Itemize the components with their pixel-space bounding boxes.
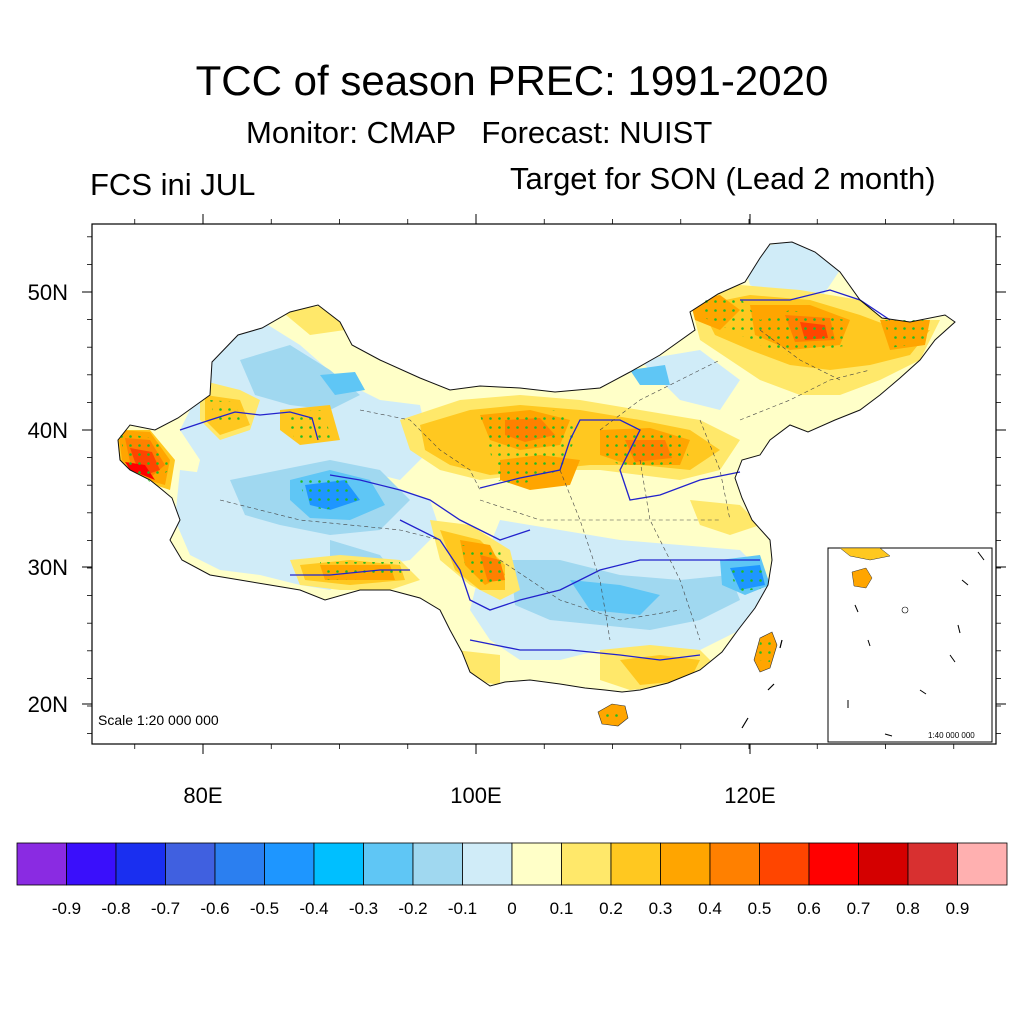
- colorbar-tick-label: -0.9: [52, 899, 81, 918]
- colorbar-tick-label: 0.2: [599, 899, 623, 918]
- colorbar-swatch: [165, 842, 216, 886]
- longitude-labels: 80E 100E 120E: [183, 783, 775, 808]
- colorbar-swatch: [660, 842, 711, 886]
- lon-label-100e: 100E: [450, 783, 501, 808]
- colorbar-tick-label: 0.1: [550, 899, 574, 918]
- colorbar-swatch: [709, 842, 760, 886]
- significance-stipple: [120, 298, 930, 722]
- colorbar-swatch: [808, 842, 859, 886]
- axis-ticks: [82, 214, 1006, 754]
- colorbar-swatch: [16, 842, 67, 886]
- right-label: Target for SON (Lead 2 month): [510, 161, 936, 196]
- colorbar-tick-label: -0.5: [250, 899, 279, 918]
- figure-subtitle: Monitor: CMAP Forecast: NUIST: [246, 115, 713, 150]
- colorbar-swatch: [363, 842, 414, 886]
- colorbar-tick-label: 0.8: [896, 899, 920, 918]
- lon-label-80e: 80E: [183, 783, 222, 808]
- lat-label-30n: 30N: [28, 555, 68, 580]
- colorbar-swatch: [610, 842, 661, 886]
- colorbar: [16, 842, 1008, 886]
- colorbar-tick-label: 0.7: [847, 899, 871, 918]
- lat-label-40n: 40N: [28, 418, 68, 443]
- colorbar-swatch: [511, 842, 562, 886]
- colorbar-swatch: [115, 842, 166, 886]
- country-outline: [117, 241, 956, 693]
- colorbar-tick-label: 0.3: [649, 899, 673, 918]
- lat-label-20n: 20N: [28, 692, 68, 717]
- rivers: [179, 289, 891, 661]
- latitude-labels: 50N 40N 30N 20N: [28, 280, 68, 717]
- south-china-sea-inset: 1:40 000 000: [827, 547, 993, 743]
- colorbar-swatch: [561, 842, 612, 886]
- province-borders: [219, 329, 871, 641]
- colorbar-tick-label: -0.8: [101, 899, 130, 918]
- inset-scale-label: 1:40 000 000: [928, 731, 975, 740]
- colorbar-tick-label: -0.1: [448, 899, 477, 918]
- colorbar-swatch: [957, 842, 1008, 886]
- colorbar-swatch: [214, 842, 265, 886]
- colorbar-swatch: [462, 842, 513, 886]
- colorbar-tick-label: -0.2: [398, 899, 427, 918]
- colorbar-tick-label: 0.6: [797, 899, 821, 918]
- colorbar-tick-label: 0: [507, 899, 516, 918]
- colorbar-tick-label: -0.3: [349, 899, 378, 918]
- colorbar-tick-label: 0.5: [748, 899, 772, 918]
- colorbar-swatch: [264, 842, 315, 886]
- scale-label: Scale 1:20 000 000: [98, 712, 219, 728]
- colorbar-swatch: [858, 842, 909, 886]
- colorbar-labels: -0.9 -0.8 -0.7 -0.6 -0.5 -0.4 -0.3 -0.2 -0.1 0 0.1…: [52, 899, 969, 918]
- colorbar-tick-label: -0.6: [200, 899, 229, 918]
- colorbar-swatch: [412, 842, 463, 886]
- colorbar-swatch: [313, 842, 364, 886]
- lat-label-50n: 50N: [28, 280, 68, 305]
- colorbar-tick-label: -0.4: [299, 899, 328, 918]
- colorbar-tick-label: -0.7: [151, 899, 180, 918]
- colorbar-tick-label: 0.9: [946, 899, 970, 918]
- left-label: FCS ini JUL: [90, 167, 256, 202]
- lon-label-120e: 120E: [724, 783, 775, 808]
- figure-title: TCC of season PREC: 1991-2020: [195, 57, 829, 104]
- colorbar-swatch: [66, 842, 117, 886]
- colorbar-tick-label: 0.4: [698, 899, 722, 918]
- colorbar-swatch: [759, 842, 810, 886]
- colorbar-swatch: [907, 842, 958, 886]
- south-sea-dashes: [741, 639, 783, 729]
